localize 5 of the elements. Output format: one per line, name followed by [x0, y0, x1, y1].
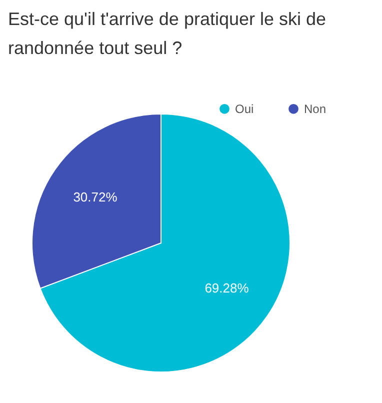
legend-label: Oui [235, 102, 254, 116]
data-label: 69.28% [204, 280, 250, 296]
data-label: 30.72% [73, 189, 118, 204]
legend-label: Non [304, 102, 326, 116]
chart-title: Est-ce qu'il t'arrive de pratiquer le ski de randonnée tout seul ? [8, 9, 326, 58]
